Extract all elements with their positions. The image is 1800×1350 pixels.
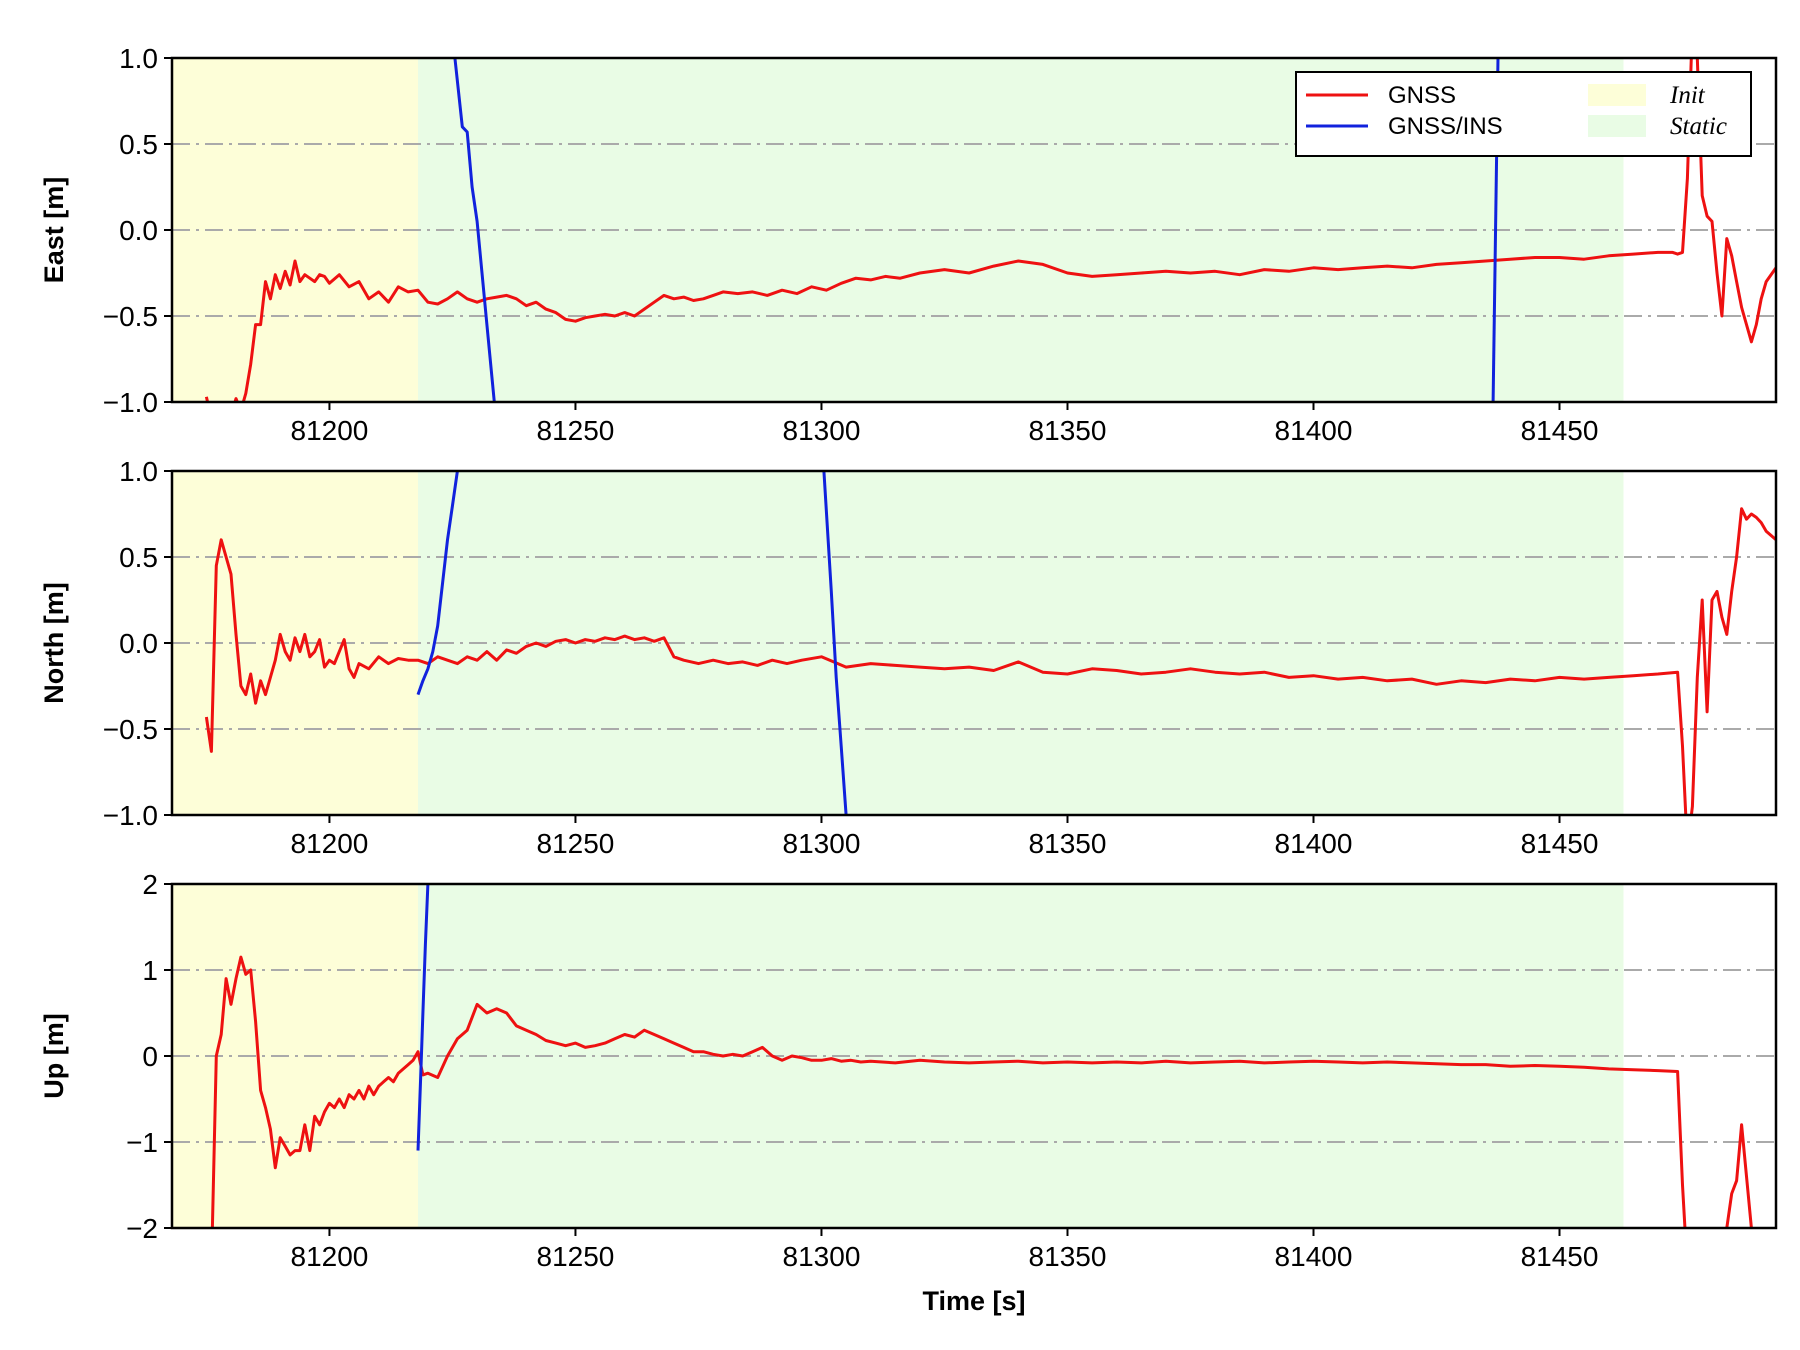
x-tick-label: 81200 — [291, 1241, 369, 1272]
x-tick-label: 81300 — [783, 415, 861, 446]
y-tick-label: 1 — [142, 955, 158, 986]
x-axis-title: Time [s] — [922, 1286, 1025, 1316]
x-tick-label: 81350 — [1029, 415, 1107, 446]
series-gnss-ins-line — [416, 471, 459, 696]
y-axis-title: East [m] — [39, 177, 69, 284]
panel-3: 2 1 0 −1 −2 81200 81250 81300 81350 81400 81450 Up … — [39, 869, 1778, 1272]
y-tick-label: 2 — [142, 869, 158, 900]
x-tick-label: 81300 — [783, 828, 861, 859]
y-axis-title: Up [m] — [39, 1013, 69, 1098]
x-tick-label: 81450 — [1521, 828, 1599, 859]
legend: GNSS GNSS/INS Init Static — [1295, 71, 1752, 157]
legend-swatch-init — [1588, 84, 1646, 106]
y-tick-label: 1.0 — [119, 456, 158, 487]
series-gnss-line — [204, 58, 1776, 402]
x-tick-label: 81350 — [1029, 1241, 1107, 1272]
x-tick-label: 81250 — [537, 828, 615, 859]
x-tick-label: 81450 — [1521, 1241, 1599, 1272]
y-tick-label: −1.0 — [103, 387, 158, 418]
y-tick-label: 0 — [142, 1041, 158, 1072]
plot-area — [210, 884, 1753, 1228]
y-tick-label: 1.0 — [119, 43, 158, 74]
x-tick-label: 81250 — [537, 415, 615, 446]
plot-area — [204, 471, 1776, 815]
y-tick-label: −2 — [126, 1213, 158, 1244]
legend-box — [1295, 71, 1752, 157]
panel-2: 1.0 0.5 0.0 −0.5 −1.0 81200 81250 81300 81350 814… — [39, 456, 1778, 859]
y-tick-label: −1.0 — [103, 800, 158, 831]
x-tick-label: 81350 — [1029, 828, 1107, 859]
x-tick-label: 81400 — [1275, 415, 1353, 446]
series-gnss-ins-line — [453, 58, 496, 402]
y-tick-label: 0.5 — [119, 542, 158, 573]
y-tick-label: −0.5 — [103, 301, 158, 332]
x-tick-label: 81250 — [537, 1241, 615, 1272]
legend-label: GNSS/INS — [1388, 113, 1503, 140]
legend-label: GNSS — [1388, 82, 1456, 109]
y-tick-label: −1 — [126, 1127, 158, 1158]
panels-layer: 1.0 0.5 0.0 −0.5 −1.0 81200 81250 81300 81350 814… — [39, 43, 1778, 1272]
series-gnss-ins-line — [822, 471, 848, 815]
legend-swatch-static — [1588, 115, 1646, 137]
y-tick-label: 0.0 — [119, 628, 158, 659]
x-tick-label: 81200 — [291, 828, 369, 859]
series-gnss-line — [204, 507, 1776, 815]
y-tick-label: 0.0 — [119, 215, 158, 246]
series-gnss-line — [210, 955, 1753, 1228]
legend-label: Static — [1670, 113, 1727, 140]
y-tick-label: 0.5 — [119, 129, 158, 160]
x-tick-label: 81400 — [1275, 828, 1353, 859]
legend-label: Init — [1669, 82, 1706, 109]
x-tick-label: 81300 — [783, 1241, 861, 1272]
x-tick-label: 81200 — [291, 415, 369, 446]
x-tick-label: 81400 — [1275, 1241, 1353, 1272]
x-tick-label: 81450 — [1521, 415, 1599, 446]
y-axis-title: North [m] — [39, 582, 69, 703]
series-gnss-ins-line — [416, 884, 430, 1151]
y-tick-label: −0.5 — [103, 714, 158, 745]
